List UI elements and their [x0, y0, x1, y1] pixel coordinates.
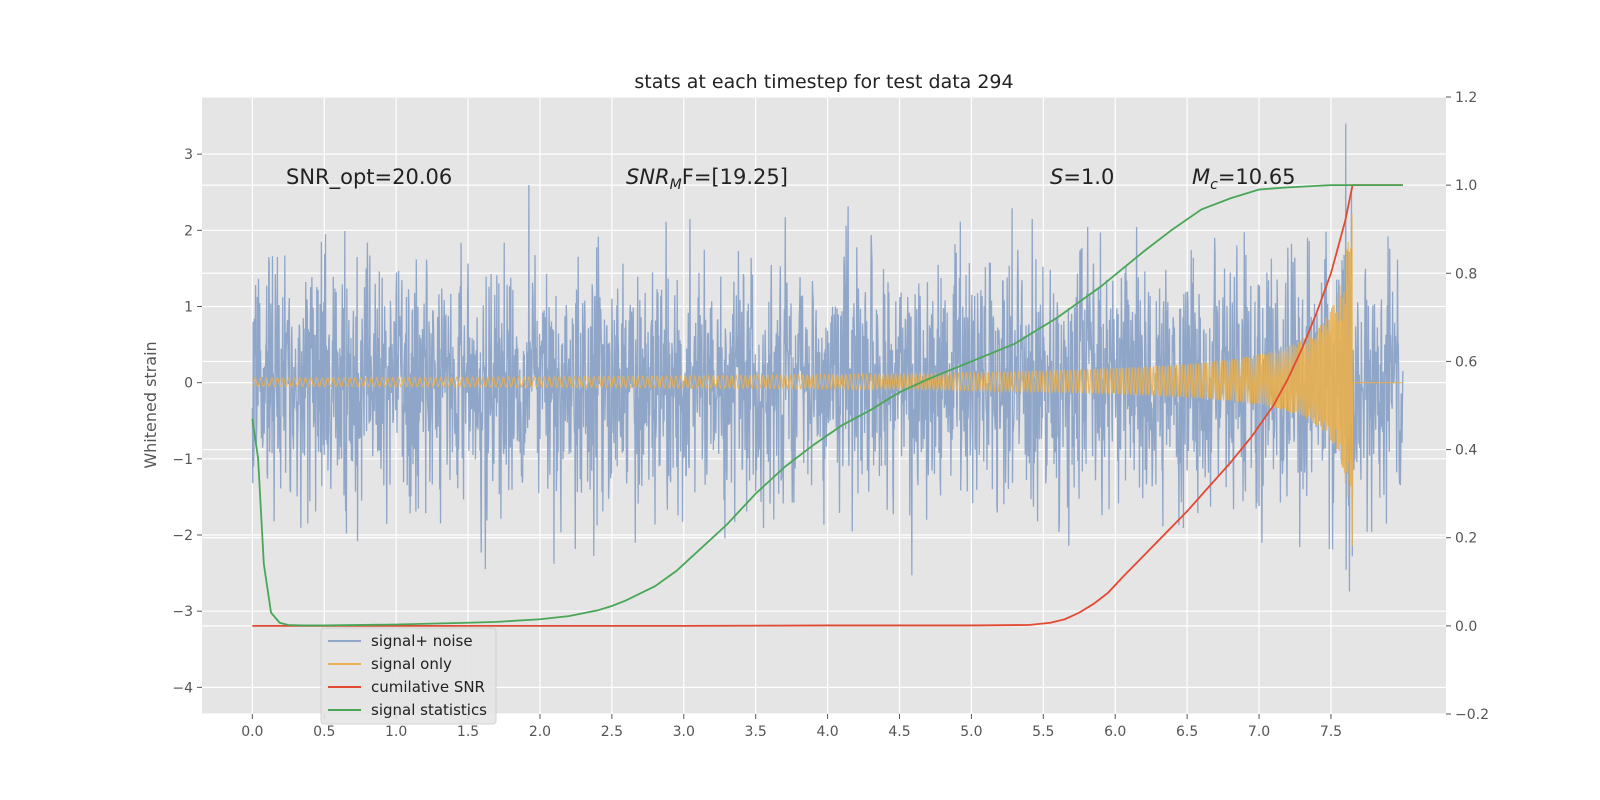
x-tick-label-4: 2.0 [529, 724, 551, 740]
y2-tick-label-2: 0.2 [1455, 531, 1477, 547]
y-tick-label-3: −1 [172, 452, 193, 468]
annotation-mc-sub: c [1210, 177, 1218, 193]
y-tick-label-1: −3 [172, 604, 193, 620]
annotation-snr-mf-main: SNR [626, 165, 670, 189]
noise-series [251, 123, 1404, 592]
annotation-mc: Mc=10.65 [1192, 165, 1296, 193]
y2-tick-label-1: 0.0 [1455, 619, 1477, 635]
annotation-snr-opt: SNR_opt=20.06 [286, 165, 452, 190]
x-tick-label-5: 2.5 [601, 724, 623, 740]
y-tick-label-5: 1 [184, 299, 193, 315]
x-tick-label-11: 5.5 [1032, 724, 1054, 740]
y-tick-label-6: 2 [184, 223, 193, 239]
annotation-snr-mf-sub: M [670, 177, 682, 193]
annotation-s-rest: =1.0 [1063, 165, 1114, 189]
signal-series [251, 214, 1403, 547]
cumulative-snr-line [252, 184, 1403, 627]
legend-label-1: signal only [371, 655, 452, 673]
x-axis-ticks: 0.0 0.5 1.0 1.5 2.0 2.5 3.0 3.5 4.0 4.5 5.0 5.5 6.0 6… [241, 714, 1342, 740]
x-tick-label-14: 7.0 [1248, 724, 1270, 740]
y2-tick-label-6: 1.0 [1455, 178, 1477, 194]
legend-label-0: signal+ noise [371, 632, 473, 650]
x-tick-label-3: 1.5 [457, 724, 479, 740]
y-tick-label-4: 0 [184, 376, 193, 392]
annotation-mc-main: M [1192, 165, 1210, 189]
y-axis-label: Whitened strain [141, 341, 160, 468]
chart-title: stats at each timestep for test data 294 [634, 71, 1013, 93]
x-tick-label-10: 5.0 [960, 724, 982, 740]
legend: signal+ noise signal only cumilative SNR si… [320, 627, 497, 725]
x-tick-label-7: 3.5 [745, 724, 767, 740]
y-tick-label-2: −2 [172, 528, 193, 544]
x-tick-label-15: 7.5 [1320, 724, 1342, 740]
legend-label-3: signal statistics [371, 701, 487, 719]
x-tick-label-12: 6.0 [1104, 724, 1126, 740]
x-tick-label-6: 3.0 [673, 724, 695, 740]
annotation-mc-rest: =10.65 [1218, 165, 1296, 189]
y2-tick-label-0: −0.2 [1455, 707, 1489, 723]
x-tick-label-13: 6.5 [1176, 724, 1198, 740]
statistics-series [251, 184, 1403, 627]
annotation-s-main: S [1050, 165, 1063, 189]
y2-tick-label-3: 0.4 [1455, 443, 1477, 459]
x-tick-label-8: 4.0 [816, 724, 838, 740]
x-tick-label-9: 4.5 [888, 724, 910, 740]
y2-axis-ticks: −0.2 0.0 0.2 0.4 0.6 0.8 1.0 1.2 [1446, 90, 1489, 723]
x-tick-label-0: 0.0 [241, 724, 263, 740]
y-tick-label-7: 3 [184, 147, 193, 163]
x-tick-label-1: 0.5 [313, 724, 335, 740]
y2-tick-label-7: 1.2 [1455, 90, 1477, 106]
y-axis-ticks: −4 −3 −2 −1 0 1 2 3 [172, 147, 202, 696]
legend-label-2: cumilative SNR [371, 678, 485, 696]
y2-tick-label-4: 0.6 [1455, 354, 1477, 370]
y-tick-label-0: −4 [172, 680, 193, 696]
signal-statistics-line [251, 184, 1403, 627]
signal-plus-noise-line [251, 123, 1404, 592]
annotation-snr-mf-rest: F=[19.25] [682, 165, 788, 189]
legend-box [320, 627, 497, 725]
annotation-s: S=1.0 [1050, 165, 1114, 189]
x-tick-label-2: 1.0 [385, 724, 407, 740]
annotation-snr-mf: SNRMF=[19.25] [626, 165, 788, 193]
legend-items: signal+ noise signal only cumilative SNR si… [328, 632, 487, 719]
y2-tick-label-5: 0.8 [1455, 266, 1477, 282]
signal-only-line [251, 214, 1403, 547]
